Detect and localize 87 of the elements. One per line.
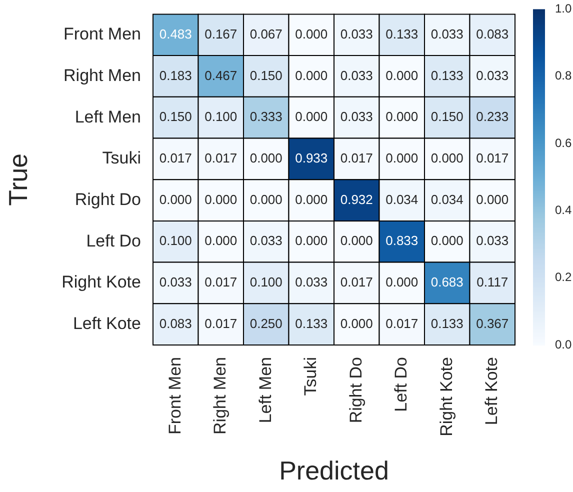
- data-label: 0.000: [430, 150, 464, 166]
- x-tick-label: Left Do: [392, 357, 411, 412]
- data-label: 0.933: [295, 150, 328, 166]
- x-tick-label: Left Kote: [482, 357, 502, 426]
- data-label: 0.000: [250, 192, 282, 207]
- x-tick-label: Right Men: [210, 357, 230, 434]
- data-label: 0.000: [386, 274, 418, 290]
- y-tick-label: Right Men: [64, 66, 141, 85]
- data-label: 0.133: [386, 26, 418, 42]
- data-label: 0.034: [430, 192, 464, 207]
- y-axis-title: True: [2, 153, 33, 206]
- data-label: 0.233: [476, 109, 509, 124]
- data-label: 0.367: [476, 316, 509, 331]
- color-bar-label: 0.8: [555, 68, 572, 83]
- x-tick-label: Right Kote: [436, 357, 456, 436]
- y-tick-label: Left Kote: [72, 314, 141, 334]
- data-label: 0.150: [430, 109, 464, 124]
- data-label: 0.133: [430, 316, 464, 331]
- data-label: 0.000: [295, 192, 328, 207]
- data-label: 0.117: [476, 274, 508, 290]
- data-label: 0.000: [295, 233, 328, 248]
- data-label: 0.033: [295, 274, 328, 290]
- data-label: 0.017: [340, 274, 373, 290]
- data-label: 0.000: [386, 68, 418, 83]
- data-label: 0.017: [386, 316, 418, 331]
- data-label: 0.000: [250, 150, 282, 166]
- data-label: 0.033: [476, 233, 509, 248]
- data-label: 0.183: [159, 68, 192, 83]
- data-label: 0.033: [159, 274, 192, 290]
- y-tick-label: Right Kote: [62, 272, 141, 292]
- data-label: 0.467: [204, 68, 238, 83]
- data-label: 0.000: [386, 109, 418, 124]
- data-label: 0.000: [159, 192, 192, 207]
- data-label: 0.833: [386, 233, 418, 248]
- data-label: 0.483: [159, 26, 192, 42]
- data-label: 0.017: [340, 150, 373, 166]
- data-label: 0.000: [476, 192, 509, 207]
- data-label: 0.100: [204, 109, 238, 124]
- data-label: 0.133: [295, 316, 328, 331]
- data-label: 0.033: [476, 68, 509, 83]
- color-bar-label: 0.4: [555, 202, 572, 217]
- color-bar-label: 1.0: [555, 2, 572, 16]
- data-label: 0.133: [430, 68, 464, 83]
- x-tick-label: Tsuki: [301, 357, 320, 396]
- data-label: 0.033: [340, 109, 373, 124]
- y-tick-label: Left Do: [86, 231, 141, 250]
- color-bar-label: 0.0: [555, 337, 572, 352]
- data-label: 0.000: [204, 192, 238, 207]
- data-label: 0.083: [476, 26, 509, 42]
- y-tick-label: Front Men: [64, 24, 141, 44]
- data-label: 0.000: [340, 233, 373, 248]
- data-label: 0.017: [159, 150, 192, 166]
- color-bar-label: 0.6: [555, 136, 572, 150]
- data-label: 0.017: [204, 316, 238, 331]
- data-label: 0.100: [250, 274, 282, 290]
- data-label: 0.017: [204, 274, 238, 290]
- data-label: 0.033: [430, 26, 464, 42]
- y-tick-label: Right Do: [74, 190, 141, 209]
- data-label: 0.683: [430, 274, 464, 290]
- data-label: 0.167: [204, 26, 238, 42]
- data-label: 0.000: [295, 26, 328, 42]
- data-label: 0.932: [340, 192, 373, 207]
- data-label: 0.017: [204, 150, 238, 166]
- data-label: 0.033: [340, 68, 373, 83]
- data-label: 0.000: [340, 316, 373, 331]
- data-label: 0.000: [295, 109, 328, 124]
- x-tick-label: Right Do: [346, 357, 366, 424]
- data-label: 0.150: [159, 109, 192, 124]
- data-label: 0.033: [340, 26, 373, 42]
- x-axis-title: Predicted: [279, 456, 389, 486]
- data-label: 0.100: [159, 233, 192, 248]
- data-label: 0.034: [386, 192, 418, 207]
- data-label: 0.150: [250, 68, 282, 83]
- data-label: 0.067: [250, 26, 282, 42]
- data-label: 0.083: [159, 316, 192, 331]
- data-label: 0.000: [204, 233, 238, 248]
- x-tick-label: Left Men: [256, 357, 275, 424]
- data-label: 0.000: [430, 233, 464, 248]
- y-tick-label: Left Men: [74, 107, 141, 126]
- data-label: 0.033: [250, 233, 282, 248]
- data-label: 0.000: [386, 150, 418, 166]
- data-label: 0.333: [250, 109, 282, 124]
- y-tick-label: Tsuki: [102, 148, 141, 168]
- data-label: 0.250: [250, 316, 282, 331]
- color-bar-label: 0.2: [555, 270, 572, 284]
- data-label: 0.000: [295, 68, 328, 83]
- data-label: 0.017: [476, 150, 509, 166]
